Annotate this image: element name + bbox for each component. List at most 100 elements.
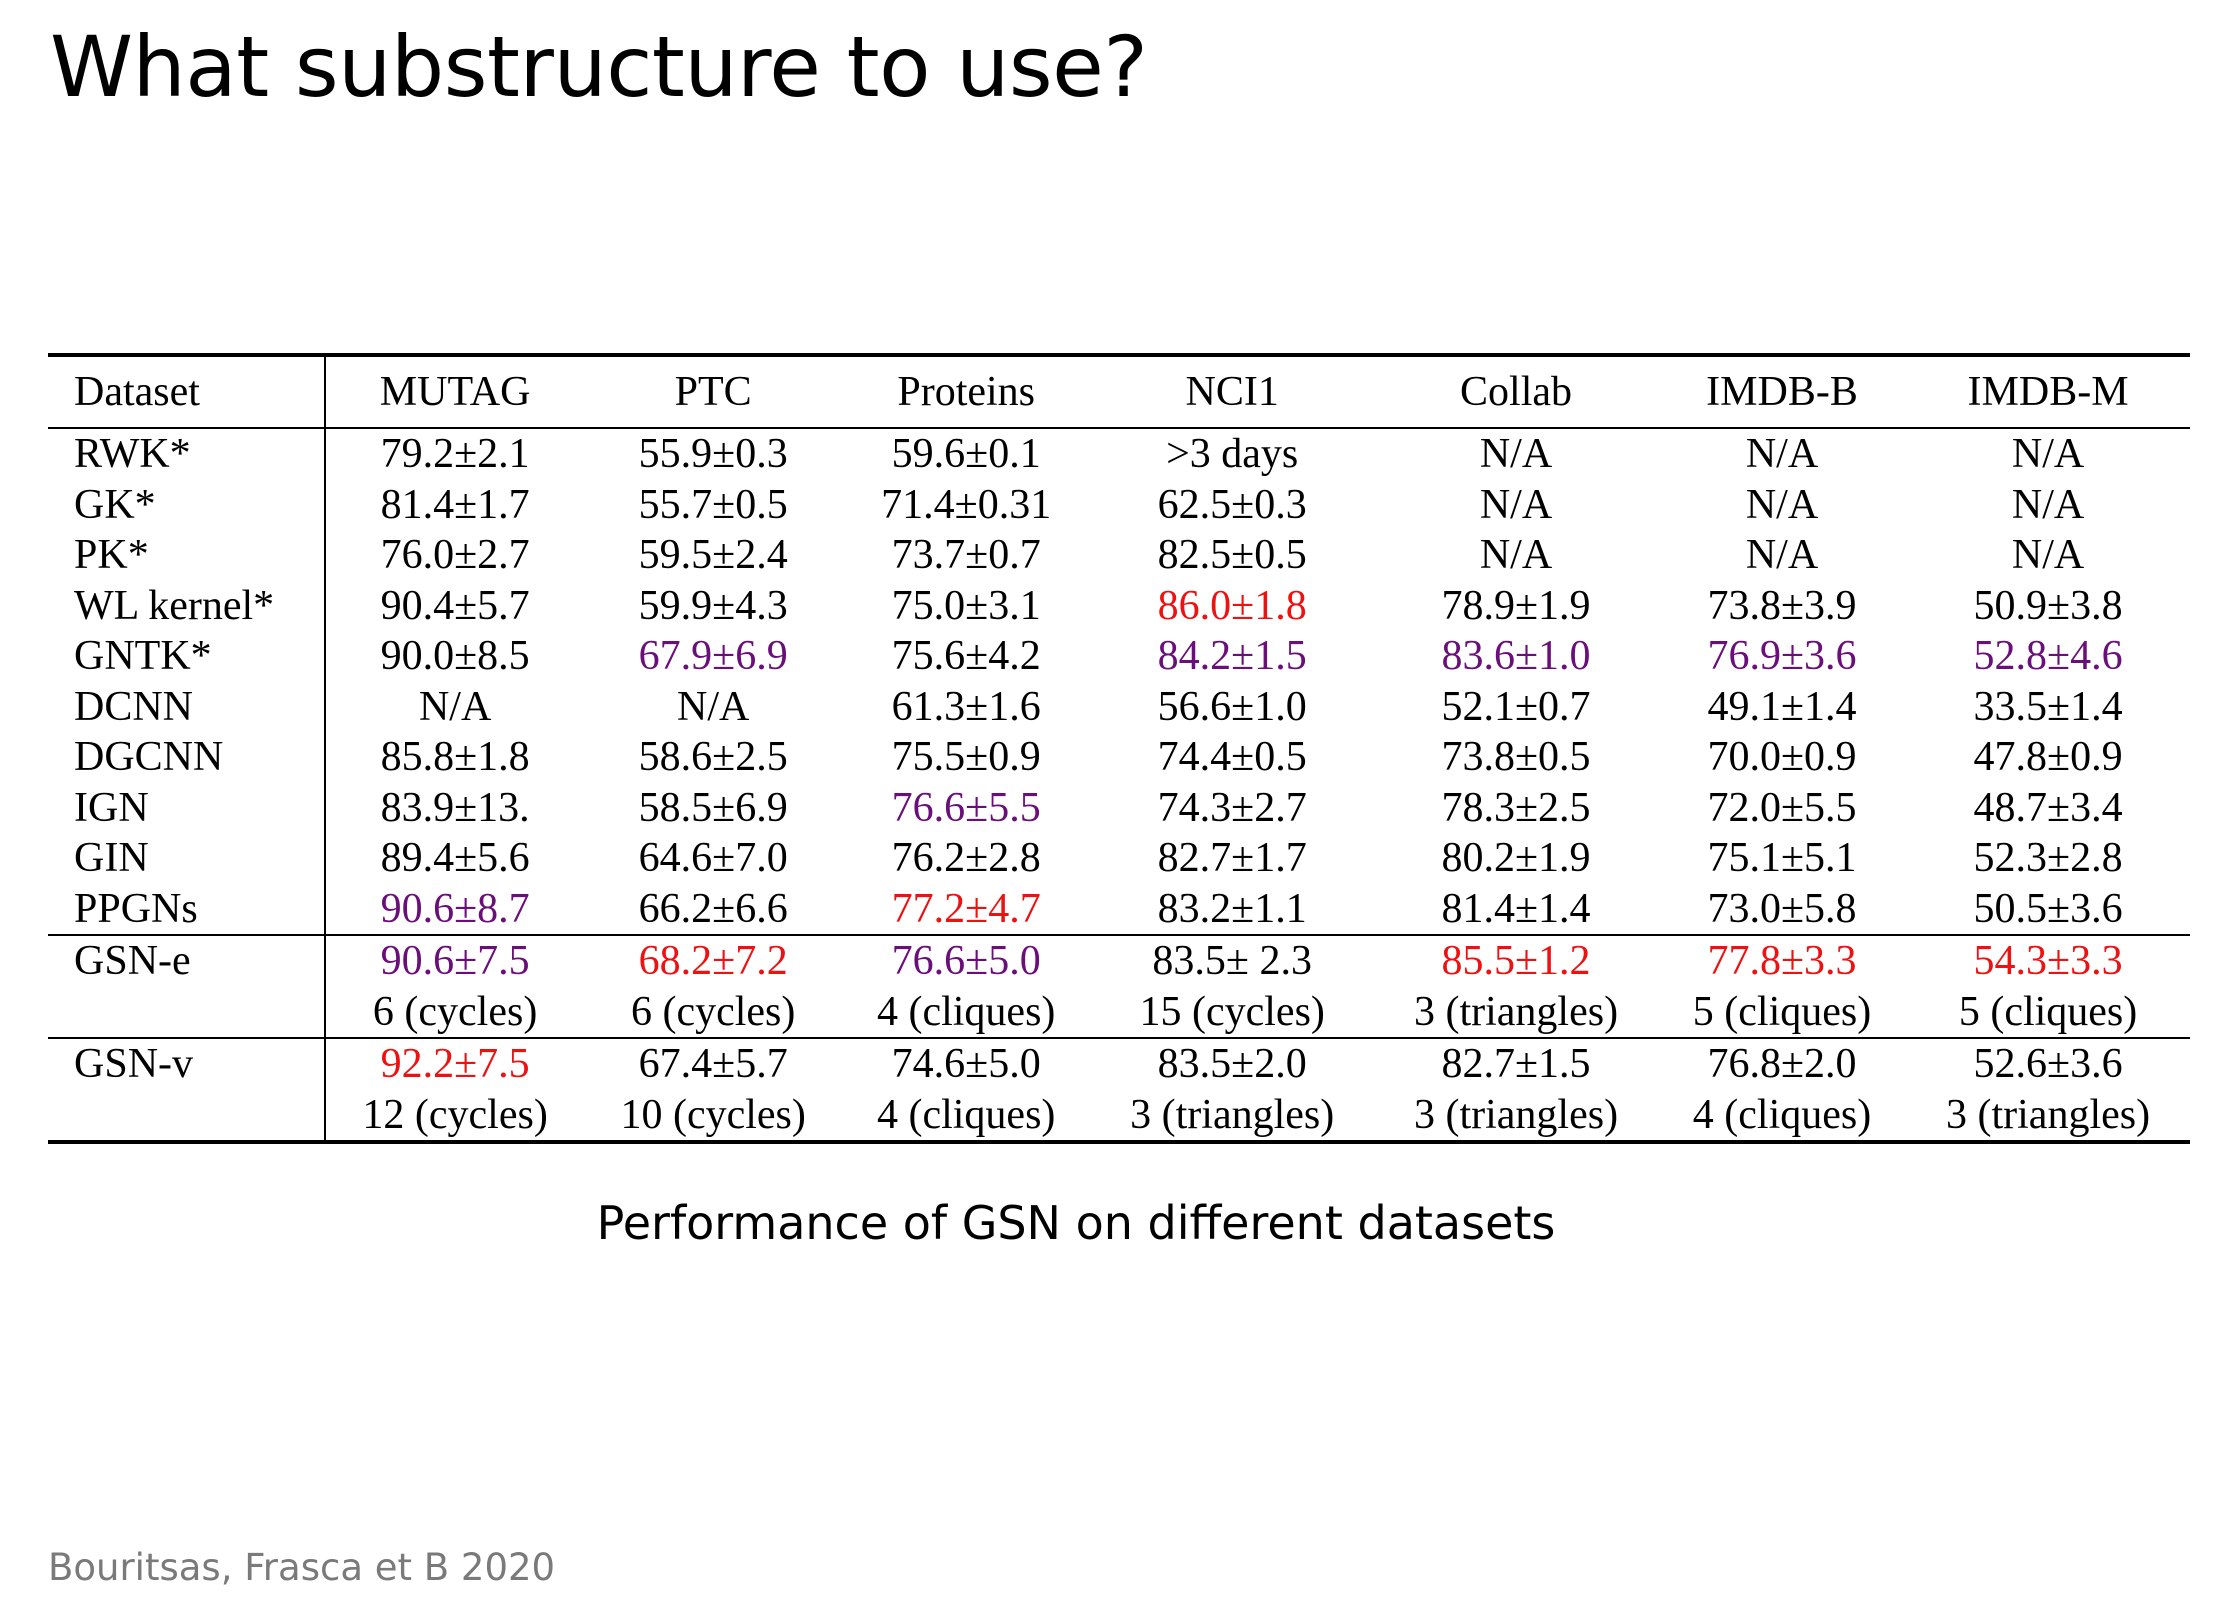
header-dataset: Dataset (48, 355, 326, 429)
table-cell: 81.4±1.7 (380, 481, 530, 528)
table-cell: 48.7±3.4 (1973, 784, 2123, 831)
table-cell: 58.6±2.5 (638, 734, 788, 780)
table-cell: 70.0±0.9 (1707, 734, 1857, 780)
header-proteins: Proteins (842, 355, 1091, 429)
table-cell: 12 (cycles) (362, 1091, 548, 1138)
table-row: 6 (cycles) 6 (cycles) 4 (cliques) 15 (cy… (48, 986, 2190, 1038)
table-cell: 3 (triangles) (1946, 1091, 2151, 1138)
table-cell: N/A (1745, 532, 1819, 578)
table-cell: 76.6±5.5 (891, 784, 1041, 831)
table-row: GSN-v 92.2±7.5 67.4±5.7 74.6±5.0 83.5±2.… (48, 1037, 2190, 1090)
table-cell: 83.6±1.0 (1441, 633, 1591, 679)
table-cell: 77.8±3.3 (1657, 934, 1907, 987)
table-cell: 47.8±0.9 (1973, 734, 2123, 780)
table-cell: 90.6±8.7 (380, 885, 530, 932)
table-cell: 72.0±5.5 (1707, 784, 1857, 831)
table-cell: 49.1±1.4 (1707, 683, 1857, 730)
row-label: WL kernel* (48, 580, 326, 631)
table-cell: 6 (cycles) (630, 988, 796, 1035)
table-cell: N/A (677, 683, 750, 730)
table-cell: 58.5±6.9 (638, 784, 788, 831)
citation: Bouritsas, Frasca et B 2020 (48, 1546, 556, 1589)
table-row: GSN-e 90.6±7.5 68.2±7.2 76.6±5.0 83.5± 2… (48, 934, 2190, 987)
table-cell: N/A (418, 683, 492, 730)
table-cell: 59.6±0.1 (891, 431, 1041, 477)
table-cell: 75.6±4.2 (891, 633, 1041, 679)
table-cell: 52.8±4.6 (1973, 633, 2123, 679)
results-table: Dataset MUTAG PTC Proteins NCI1 Collab I… (48, 353, 2190, 1144)
results-table-container: Dataset MUTAG PTC Proteins NCI1 Collab I… (48, 353, 2190, 1144)
table-cell: N/A (2011, 431, 2085, 477)
table-cell: 67.4±5.7 (584, 1037, 843, 1090)
table-cell: 79.2±2.1 (380, 431, 530, 477)
header-imdb-m: IMDB-M (1906, 355, 2190, 429)
table-cell: >3 days (1166, 431, 1299, 477)
table-row: PK* 76.0±2.7 59.5±2.4 73.7±0.7 82.5±0.5 … (48, 530, 2190, 581)
table-cell: 3 (triangles) (1130, 1091, 1335, 1138)
row-label: PPGNs (48, 883, 326, 935)
table-cell: 52.6±3.6 (1906, 1037, 2190, 1090)
table-cell: 10 (cycles) (620, 1091, 806, 1138)
table-cell: 78.3±2.5 (1441, 784, 1591, 831)
table-cell: N/A (1479, 481, 1553, 528)
table-cell: 55.9±0.3 (638, 431, 788, 477)
table-cell: 78.9±1.9 (1441, 582, 1591, 629)
row-label: IGN (48, 782, 326, 833)
table-cell: 76.8±2.0 (1657, 1037, 1907, 1090)
table-cell: 83.9±13. (380, 784, 530, 831)
table-cell: 4 (cliques) (876, 1091, 1056, 1138)
table-cell: 75.1±5.1 (1707, 835, 1857, 881)
table-header-row: Dataset MUTAG PTC Proteins NCI1 Collab I… (48, 355, 2190, 429)
row-label: DCNN (48, 681, 326, 732)
row-label: GIN (48, 833, 326, 884)
table-cell: 56.6±1.0 (1157, 683, 1307, 730)
row-label: PK* (48, 530, 326, 581)
table-cell: N/A (1745, 481, 1819, 528)
table-row: IGN 83.9±13. 58.5±6.9 76.6±5.5 74.3±2.7 … (48, 782, 2190, 833)
table-cell: 54.3±3.3 (1906, 934, 2190, 987)
table-cell: N/A (1479, 532, 1553, 578)
table-cell: 73.8±3.9 (1707, 582, 1857, 629)
table-cell: 90.0±8.5 (380, 633, 530, 679)
row-label: GSN-v (48, 1037, 326, 1090)
header-ptc: PTC (584, 355, 843, 429)
table-cell: 71.4±0.31 (881, 481, 1052, 528)
table-cell: 90.6±7.5 (325, 934, 585, 987)
table-cell: 52.3±2.8 (1973, 835, 2123, 881)
table-cell: 84.2±1.5 (1157, 633, 1307, 679)
row-label: RWK* (48, 428, 326, 480)
table-row: DGCNN 85.8±1.8 58.6±2.5 75.5±0.9 74.4±0.… (48, 732, 2190, 783)
table-row: GIN 89.4±5.6 64.6±7.0 76.2±2.8 82.7±1.7 … (48, 833, 2190, 884)
table-cell: 81.4±1.4 (1441, 885, 1591, 932)
table-cell: 5 (cliques) (1692, 988, 1872, 1035)
table-cell: 73.0±5.8 (1707, 885, 1857, 932)
table-cell: 61.3±1.6 (891, 683, 1041, 730)
table-cell: 83.5±2.0 (1090, 1037, 1375, 1090)
table-cell: 76.6±5.0 (842, 934, 1091, 987)
table-cell: 73.8±0.5 (1441, 734, 1591, 780)
row-label: GSN-e (48, 934, 326, 987)
table-cell: 4 (cliques) (1692, 1091, 1872, 1138)
table-cell: 82.7±1.5 (1374, 1037, 1658, 1090)
table-cell: 77.2±4.7 (891, 885, 1041, 932)
table-cell: 64.6±7.0 (638, 835, 788, 881)
table-cell: N/A (2011, 481, 2085, 528)
table-cell: 76.0±2.7 (380, 532, 530, 578)
header-collab: Collab (1374, 355, 1658, 429)
table-cell: 33.5±1.4 (1973, 683, 2123, 730)
table-row: GK* 81.4±1.7 55.7±0.5 71.4±0.31 62.5±0.3… (48, 479, 2190, 530)
table-cell: 80.2±1.9 (1441, 835, 1591, 881)
table-cell: 85.5±1.2 (1374, 934, 1658, 987)
header-imdb-b: IMDB-B (1657, 355, 1907, 429)
table-cell: 3 (triangles) (1413, 1091, 1619, 1138)
table-cell: 68.2±7.2 (584, 934, 843, 987)
table-cell: N/A (1479, 431, 1553, 477)
table-cell: 85.8±1.8 (380, 734, 530, 780)
table-cell: 6 (cycles) (372, 988, 538, 1035)
table-cell: 83.2±1.1 (1157, 885, 1307, 932)
table-row: GNTK* 90.0±8.5 67.9±6.9 75.6±4.2 84.2±1.… (48, 631, 2190, 682)
table-cell: 76.2±2.8 (891, 835, 1041, 881)
table-row: 12 (cycles) 10 (cycles) 4 (cliques) 3 (t… (48, 1089, 2190, 1142)
table-cell: 90.4±5.7 (380, 582, 530, 629)
table-cell: 50.5±3.6 (1973, 885, 2123, 932)
